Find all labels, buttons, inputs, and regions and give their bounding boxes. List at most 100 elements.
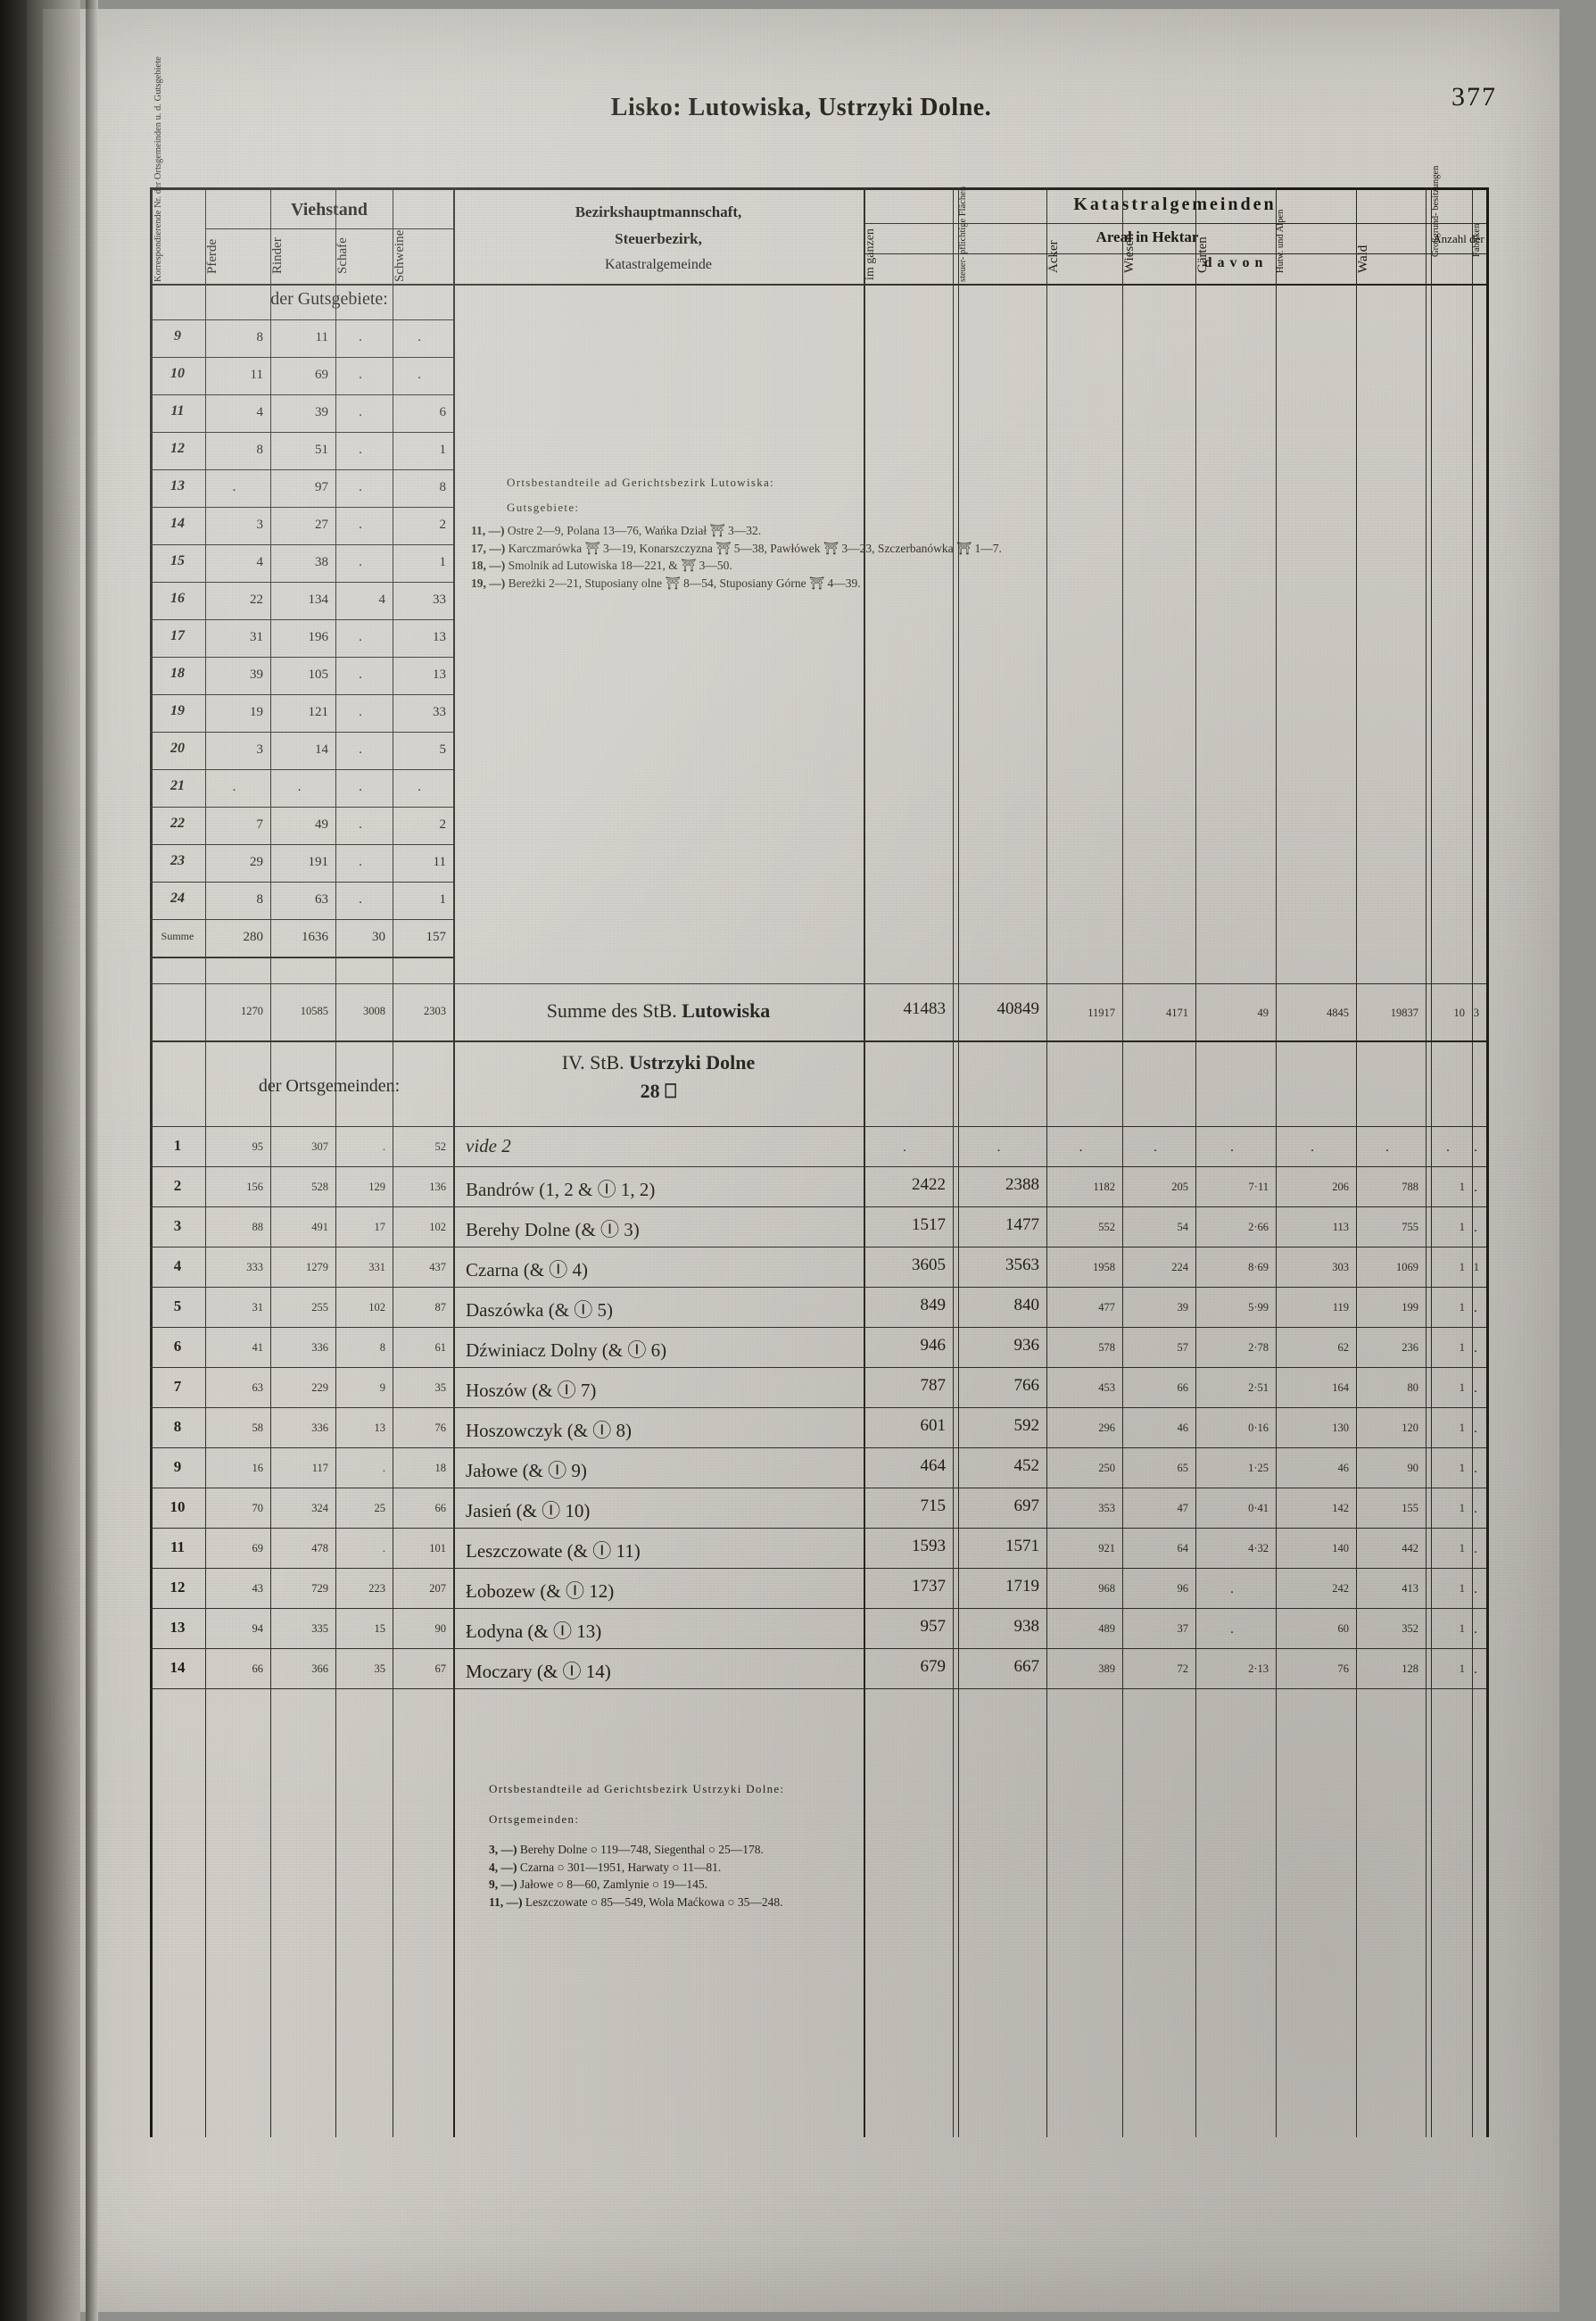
header-livestock-pferde: Pferde xyxy=(205,238,219,274)
cell-place-name: Jałowe (& Ⓘ 9) xyxy=(466,1460,587,1481)
rule-v xyxy=(958,187,959,2137)
cell-fabriken: . xyxy=(1474,1542,1477,1556)
cell-pferde: 3 xyxy=(256,518,264,532)
cell-schweine: 11 xyxy=(433,855,446,869)
cell-schweine: 136 xyxy=(429,1181,446,1193)
cell-pferde: 8 xyxy=(256,892,264,907)
cell-aecker: 968 xyxy=(1098,1582,1115,1595)
cell-gaerten: 7·11 xyxy=(1248,1181,1269,1193)
cell-place-name: Czarna (& Ⓘ 4) xyxy=(466,1259,589,1281)
cell-grossgrund: 1 xyxy=(1459,1381,1465,1394)
cell-gaerten: 0·41 xyxy=(1248,1502,1269,1514)
cell-place-name: Daszówka (& Ⓘ 5) xyxy=(466,1299,614,1321)
cell-aecker: 353 xyxy=(1098,1502,1115,1514)
rule-h xyxy=(150,1166,1486,1167)
rule-v xyxy=(1486,187,1489,2137)
cell-rinder: 196 xyxy=(308,630,329,644)
cell-schafe: 4 xyxy=(378,593,386,607)
cell-schweine: 8 xyxy=(439,480,447,494)
cell-gaerten: 2·13 xyxy=(1248,1662,1269,1675)
cell-rinder: 1279 xyxy=(306,1261,328,1273)
cell-schweine: 1 xyxy=(439,555,447,569)
cell-place-name: Leszczowate (& Ⓘ 11) xyxy=(466,1540,641,1562)
footnote-line: 3, —) Berehy Dolne ○ 119—748, Siegenthal… xyxy=(489,1843,764,1856)
cell-pferde: 70 xyxy=(252,1502,264,1514)
cell-steuer: 452 xyxy=(1013,1456,1040,1475)
header-katastralgemeinde: Katastralgemeinde xyxy=(605,257,712,272)
cell-wiesen: 37 xyxy=(1177,1622,1189,1635)
header-im-ganzen: im ganzen xyxy=(864,228,877,280)
cell-schweine: 101 xyxy=(429,1542,446,1554)
header-katastralgemeinden: Katastralgemeinden xyxy=(1073,195,1277,214)
rule-h xyxy=(150,844,453,845)
header-davon: davon xyxy=(1203,255,1269,270)
label-der-gutsgebiete: der Gutsgebiete: xyxy=(270,289,388,309)
cell-pferde: 63 xyxy=(252,1381,264,1394)
cell-fabriken: . xyxy=(1474,1140,1477,1155)
cell-place-name: vide 2 xyxy=(466,1135,511,1156)
footnote-line: 11, —) Leszczowate ○ 85—549, Wola Maćkow… xyxy=(489,1894,783,1909)
cell-schafe: . xyxy=(359,705,362,719)
cell-schafe: . xyxy=(359,330,362,344)
cell-wald: . xyxy=(1385,1140,1389,1155)
rule-h xyxy=(150,544,453,545)
cell-pferde: 31 xyxy=(252,1301,264,1314)
cell-rinder: 366 xyxy=(311,1662,328,1675)
cell-place-name: Łobozew (& Ⓘ 12) xyxy=(466,1580,615,1602)
cell-im_ganzen: 3605 xyxy=(912,1256,946,1274)
row-index: 21 xyxy=(170,778,185,793)
cell-steuer: . xyxy=(996,1140,1001,1155)
rule-h xyxy=(150,1688,1486,1689)
cell-wald: 413 xyxy=(1402,1582,1418,1595)
sum-pferde: 280 xyxy=(243,930,264,944)
cell-grossgrund: 1 xyxy=(1459,1622,1465,1635)
footnote-lutowiska: Ortsbestandteile ad Gerichtsbezirk Lutow… xyxy=(471,476,1479,592)
sum-schweine: 157 xyxy=(426,930,447,944)
cell-schweine: 1 xyxy=(439,892,447,907)
cell-schafe: . xyxy=(359,368,362,382)
rule-v xyxy=(1356,187,1357,2137)
cell-schafe: 15 xyxy=(374,1622,386,1635)
rule-v xyxy=(150,187,153,2137)
cell-gaerten: 8·69 xyxy=(1248,1261,1269,1273)
row-index: 9 xyxy=(174,328,181,344)
cell-im_ganzen: 957 xyxy=(920,1617,947,1636)
rule-h xyxy=(150,1247,1486,1248)
cell-im_ganzen: 787 xyxy=(920,1376,947,1395)
rule-h xyxy=(150,507,453,508)
footnote-subtitle: Ortsgemeinden: xyxy=(489,1812,580,1826)
cell-steuer: 3563 xyxy=(1005,1256,1039,1274)
footnote-ustrzyki: Ortsbestandteile ad Gerichtsbezirk Ustrz… xyxy=(489,1782,1381,1911)
row-index: 7 xyxy=(173,1378,182,1395)
cell-hutw: 113 xyxy=(1332,1221,1349,1233)
lutowiska-aecker: 11917 xyxy=(1087,1007,1115,1019)
cell-gaerten: 2·51 xyxy=(1248,1381,1269,1394)
cell-schweine: 35 xyxy=(434,1381,447,1394)
rule-v xyxy=(864,187,865,2137)
row-index: 6 xyxy=(173,1338,182,1355)
lutowiska-wiesen: 4171 xyxy=(1166,1007,1188,1019)
cell-im_ganzen: 946 xyxy=(920,1336,947,1355)
cell-hutw: 119 xyxy=(1332,1301,1349,1314)
rule-h xyxy=(150,1367,1486,1368)
cell-schweine: 2 xyxy=(439,518,447,532)
lutowiska-im_ganzen: 41483 xyxy=(903,999,947,1018)
cell-fabriken: . xyxy=(1474,1301,1477,1315)
cell-hutw: 242 xyxy=(1332,1582,1349,1595)
cell-im_ganzen: 715 xyxy=(920,1496,947,1515)
row-index: 3 xyxy=(173,1217,182,1234)
cell-schweine: . xyxy=(418,780,421,794)
cell-schweine: 102 xyxy=(429,1221,446,1233)
stb-title: IV. StB. Ustrzyki Dolne xyxy=(561,1051,756,1073)
cell-pferde: 333 xyxy=(246,1261,263,1273)
cell-schweine: 13 xyxy=(433,667,446,682)
cell-pferde: 69 xyxy=(252,1542,264,1554)
header-livestock-schafe: Schafe xyxy=(335,237,350,275)
row-index: 1 xyxy=(173,1137,182,1154)
header-steuerbezirk: Steuerbezirk, xyxy=(615,230,702,247)
stb-count: 28 ⎕ xyxy=(640,1080,677,1102)
row-index: 10 xyxy=(170,366,185,381)
cell-steuer: 766 xyxy=(1013,1376,1040,1395)
header-viehstand: Viehstand xyxy=(291,200,368,220)
cell-schafe: . xyxy=(359,555,362,569)
